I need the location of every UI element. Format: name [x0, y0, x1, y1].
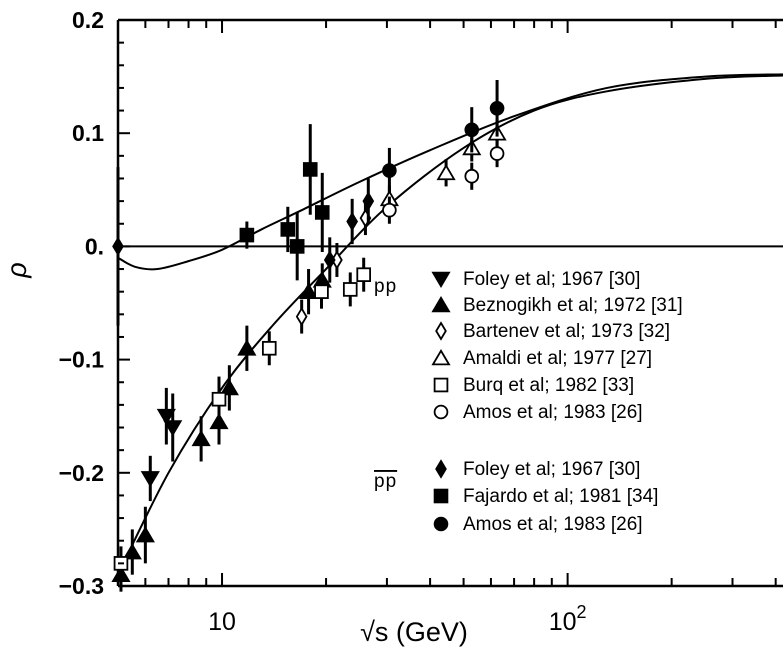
legend-marker — [433, 377, 449, 393]
data-point — [280, 222, 296, 237]
data-point — [382, 202, 397, 218]
fit-curves — [117, 73, 783, 576]
data-point — [211, 391, 227, 407]
data-point — [298, 282, 319, 299]
legend-group-label: pp — [374, 471, 397, 492]
legend-label: Beznogikh et al; 1972 [31] — [463, 295, 683, 316]
axis-ticks — [117, 19, 777, 587]
data-point — [122, 543, 142, 560]
legend-marker — [435, 459, 447, 479]
data-point — [140, 471, 160, 488]
legend-label: Bartenev et al; 1973 [32] — [463, 321, 670, 342]
legend-marker — [433, 516, 449, 532]
legend-label: Amaldi et al; 1977 [27] — [463, 348, 652, 369]
series-1 — [111, 263, 332, 592]
legend: pp pp Foley et al; 1967 [30] Beznogikh et a… — [374, 269, 683, 535]
x-tick-label: 102 — [549, 602, 587, 636]
legend-label: Burq et al; 1982 [33] — [463, 375, 634, 396]
legend-marker — [433, 488, 449, 504]
y-tick-label: 0. — [85, 233, 104, 259]
plot-frame — [116, 18, 783, 588]
data-point — [156, 408, 176, 426]
y-tick-label: 0.1 — [72, 120, 104, 146]
data-point — [382, 163, 397, 178]
series-8 — [382, 79, 505, 194]
y-tick-label: −0.1 — [59, 347, 105, 373]
data-point — [302, 162, 318, 177]
data-point — [489, 146, 505, 161]
data-point — [135, 526, 155, 543]
legend-marker — [431, 271, 451, 288]
x-axis-label: √s (GeV) — [360, 617, 468, 647]
x-tick-label: 10 — [208, 608, 236, 636]
data-point — [261, 340, 277, 356]
data-point — [356, 267, 371, 282]
legend-entry: Bartenev et al; 1973 [32] — [435, 321, 670, 342]
legend-label: Amos et al; 1983 [26] — [463, 402, 643, 423]
data-point — [314, 284, 329, 299]
legend-entry: Amos et al; 1983 [26] — [433, 402, 643, 423]
data-point — [342, 282, 358, 297]
y-tick-labels: 0.2 0.1 0. −0.1 −0.2 −0.3 — [59, 7, 105, 599]
legend-marker — [433, 404, 449, 420]
data-point — [295, 306, 308, 327]
series-4 — [113, 257, 371, 581]
legend-entry: Burq et al; 1982 [33] — [433, 375, 634, 396]
legend-marker — [435, 321, 447, 341]
legend-marker — [431, 349, 451, 366]
legend-entry: Fajardo et al; 1981 [34] — [433, 486, 658, 507]
data-point — [239, 227, 255, 243]
data-point — [464, 122, 480, 138]
data-point — [219, 378, 239, 396]
data-point — [191, 429, 211, 447]
data-point — [489, 100, 505, 116]
legend-marker — [431, 296, 451, 313]
data-point — [362, 191, 375, 211]
legend-entry: Foley et al; 1967 [30] — [435, 459, 640, 480]
data-points — [111, 79, 507, 592]
legend-entry: Beznogikh et al; 1972 [31] — [431, 295, 683, 316]
y-axis-label: ρ — [2, 262, 32, 278]
data-point — [346, 211, 359, 232]
pp-fit-curve — [117, 74, 783, 576]
legend-entry: Foley et al; 1967 [30] — [431, 269, 640, 290]
legend-label: Foley et al; 1967 [30] — [463, 269, 640, 290]
x-tick-labels: 10 102 — [208, 602, 586, 636]
y-tick-label: −0.3 — [59, 573, 104, 599]
data-point — [436, 163, 456, 181]
legend-entry: Amos et al; 1983 [26] — [433, 514, 643, 535]
data-point — [314, 205, 330, 220]
y-tick-label: −0.2 — [59, 460, 104, 486]
legend-label: Foley et al; 1967 [30] — [463, 459, 640, 480]
series-0 — [140, 387, 183, 502]
legend-label: Fajardo et al; 1981 [34] — [463, 486, 658, 507]
y-tick-label: 0.2 — [72, 7, 104, 33]
series-5 — [382, 139, 505, 224]
data-point — [323, 250, 336, 270]
data-point — [163, 420, 183, 437]
legend-label: Amos et al; 1983 [26] — [463, 514, 643, 535]
series-7 — [239, 124, 330, 281]
legend-entry: Amaldi et al; 1977 [27] — [431, 348, 652, 369]
data-point — [237, 339, 257, 356]
data-point — [289, 239, 305, 254]
legend-group-label: pp — [374, 276, 397, 297]
data-point — [464, 168, 480, 184]
